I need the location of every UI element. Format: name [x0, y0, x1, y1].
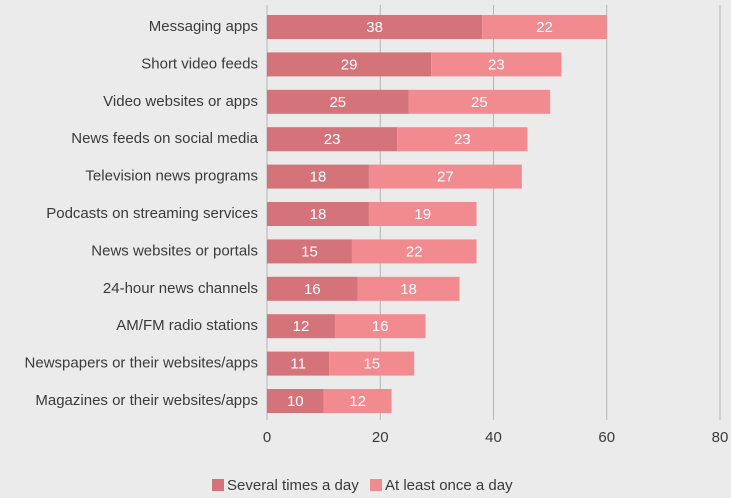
value-label: 23: [324, 131, 341, 148]
y-tick-label: Magazines or their websites/apps: [35, 392, 258, 409]
value-label: 15: [301, 243, 318, 260]
value-label: 25: [471, 94, 488, 111]
bar: [408, 89, 551, 114]
value-label: 18: [400, 281, 417, 298]
bar: [267, 52, 432, 77]
y-tick-label: 24-hour news channels: [103, 280, 258, 297]
y-tick-label: News websites or portals: [91, 242, 258, 259]
value-label: 27: [437, 169, 454, 186]
legend-label: At least once a day: [385, 477, 513, 494]
y-tick-label: Podcasts on streaming services: [46, 205, 258, 222]
value-label: 25: [329, 94, 346, 111]
bar: [267, 15, 483, 39]
bar: [329, 351, 415, 376]
bar: [267, 89, 409, 114]
value-label: 23: [454, 131, 471, 148]
bar: [368, 202, 477, 226]
value-label: 18: [310, 169, 327, 186]
legend-swatch: [212, 479, 224, 491]
value-label: 12: [293, 318, 310, 335]
x-tick-label: 80: [712, 429, 729, 446]
y-tick-label: Video websites or apps: [103, 93, 258, 110]
bar: [334, 314, 426, 339]
bar: [267, 276, 358, 301]
bar: [482, 15, 607, 39]
legend-swatch: [370, 479, 382, 491]
value-label: 15: [363, 356, 380, 373]
bar: [431, 52, 562, 77]
y-tick-label: AM/FM radio stations: [116, 317, 258, 334]
x-tick-label: 40: [485, 429, 502, 446]
bar: [351, 239, 477, 264]
y-tick-label: News feeds on social media: [71, 130, 258, 147]
bar: [397, 127, 528, 152]
bar: [267, 202, 369, 226]
x-tick-label: 60: [598, 429, 615, 446]
value-label: 29: [341, 56, 358, 73]
bar: [267, 389, 324, 413]
value-label: 19: [414, 206, 431, 223]
y-tick-label: Messaging apps: [149, 18, 258, 35]
value-label: 38: [366, 19, 383, 36]
value-label: 11: [290, 356, 306, 373]
y-tick-label: Television news programs: [85, 168, 258, 185]
bar: [267, 164, 369, 189]
value-label: 18: [310, 206, 327, 223]
bar: [267, 314, 335, 339]
y-tick-label: Newspapers or their websites/apps: [25, 355, 258, 372]
bar: [267, 127, 398, 152]
legend-label: Several times a day: [227, 477, 359, 494]
bar: [267, 239, 352, 264]
x-tick-label: 20: [372, 429, 389, 446]
y-tick-label: Short video feeds: [141, 55, 258, 72]
bar: [357, 276, 460, 301]
value-label: 10: [287, 393, 304, 410]
value-label: 16: [372, 318, 389, 335]
value-label: 22: [406, 243, 423, 260]
value-label: 23: [488, 56, 505, 73]
value-label: 12: [349, 393, 366, 410]
bar: [267, 351, 330, 376]
value-label: 22: [536, 19, 553, 36]
bar: [368, 164, 522, 189]
value-label: 16: [304, 281, 321, 298]
x-tick-label: 0: [263, 429, 271, 446]
bar: [323, 389, 392, 413]
